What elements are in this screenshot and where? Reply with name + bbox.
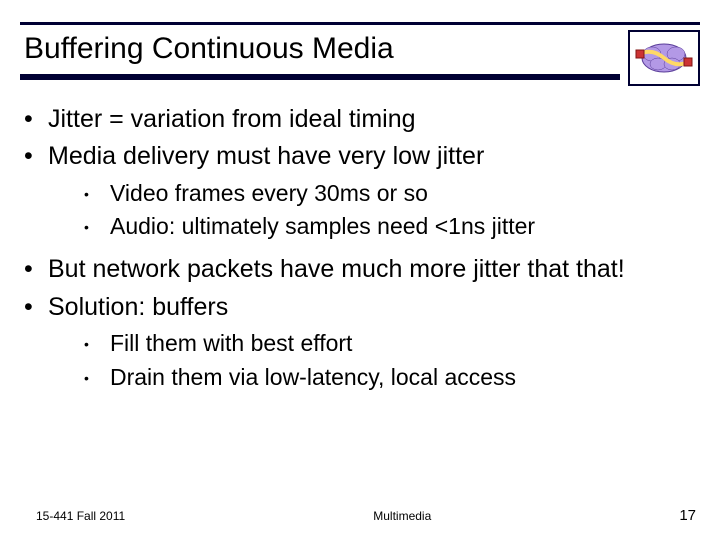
footer-topic: Multimedia	[125, 509, 679, 523]
footer: 15-441 Fall 2011 Multimedia 17	[36, 507, 696, 524]
bullet-item: • Video frames every 30ms or so	[84, 179, 696, 209]
bullet-text: But network packets have much more jitte…	[48, 254, 625, 285]
bullet-item: • Audio: ultimately samples need <1ns ji…	[84, 212, 696, 242]
logo	[628, 30, 700, 86]
bullet-item: • Drain them via low-latency, local acce…	[84, 363, 696, 393]
bullet-marker: •	[24, 292, 48, 323]
bullet-marker: •	[84, 212, 110, 242]
bullet-text: Drain them via low-latency, local access	[110, 363, 516, 393]
bullet-text: Jitter = variation from ideal timing	[48, 104, 416, 135]
bullet-text: Solution: buffers	[48, 292, 228, 323]
bullet-marker: •	[24, 254, 48, 285]
bullet-item: • But network packets have much more jit…	[24, 254, 696, 285]
bullet-marker: •	[24, 141, 48, 172]
bullet-marker: •	[84, 363, 110, 393]
slide-title: Buffering Continuous Media	[24, 30, 394, 66]
network-cloud-icon	[632, 34, 696, 82]
bullet-text: Audio: ultimately samples need <1ns jitt…	[110, 212, 535, 242]
bullet-marker: •	[84, 179, 110, 209]
bullet-marker: •	[24, 104, 48, 135]
bullet-item: • Fill them with best effort	[84, 329, 696, 359]
bullet-item: • Media delivery must have very low jitt…	[24, 141, 696, 172]
page-number: 17	[679, 507, 696, 524]
bullet-item: • Jitter = variation from ideal timing	[24, 104, 696, 135]
top-rule	[20, 22, 700, 25]
bullet-marker: •	[84, 329, 110, 359]
footer-course: 15-441 Fall 2011	[36, 509, 125, 523]
bullet-text: Fill them with best effort	[110, 329, 352, 359]
header-rule	[20, 74, 620, 80]
bullet-item: • Solution: buffers	[24, 292, 696, 323]
bullet-text: Media delivery must have very low jitter	[48, 141, 484, 172]
content: • Jitter = variation from ideal timing •…	[24, 104, 696, 397]
bullet-text: Video frames every 30ms or so	[110, 179, 428, 209]
